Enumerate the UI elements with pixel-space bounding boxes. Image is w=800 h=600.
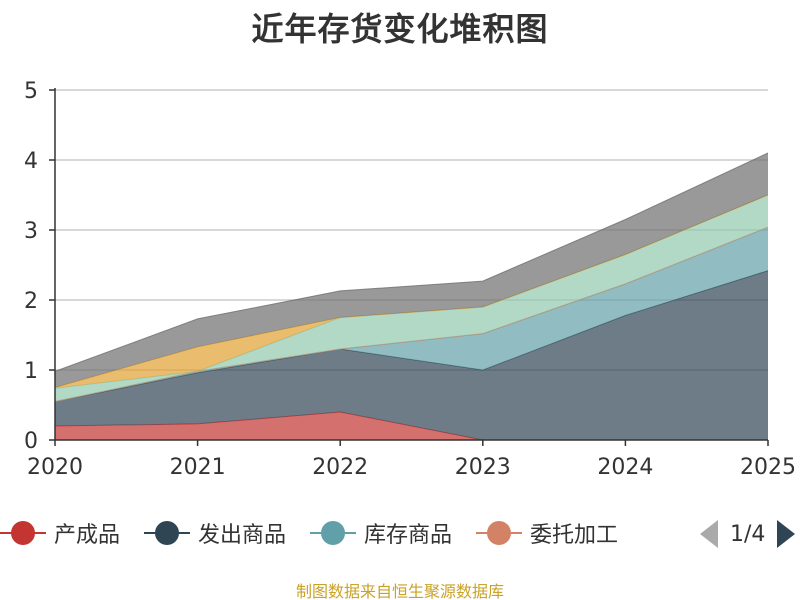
axis-layer: 0 1 2 3 4 5 2020 2021 2022 2023 2024 2025 [24,79,796,480]
area-series-2 [55,227,768,402]
legend-label: 发出商品 [198,523,287,548]
chart-title: 近年存货变化堆积图 [251,10,549,48]
area-line-series-6 [54,152,769,372]
legend-swatch-icon [310,521,357,545]
area-series-6 [55,153,768,388]
legend-label: 委托加工 [530,523,619,548]
legend-label: 库存商品 [364,523,453,548]
y-tick-label-1: 1 [24,359,38,384]
legend-item-1[interactable]: 发出商品 [144,517,286,549]
legend: 产成品 发出商品 库存商品 委托加工 [0,513,642,553]
x-tick-label-4: 2024 [597,455,653,480]
legend-item-0[interactable]: 产成品 [0,517,120,549]
legend-swatch-icon [0,521,46,545]
x-tick-label-2: 2022 [312,455,368,480]
y-tick-label-2: 2 [24,289,38,314]
legend-next-arrow-icon[interactable] [777,520,796,548]
y-tick-label-4: 4 [24,149,38,174]
source-note: 制图数据来自恒生聚源数据库 [295,582,504,600]
x-tick-label-1: 2021 [170,455,226,480]
legend-pager: 1/4 [700,516,796,552]
legend-prev-arrow-icon[interactable] [700,520,718,548]
y-tick-label-5: 5 [24,79,38,104]
x-tick-label-5: 2025 [740,455,796,480]
legend-page-indicator: 1/4 [730,521,766,547]
y-tick-label-3: 3 [24,219,38,244]
x-tick-label-3: 2023 [455,455,511,480]
legend-item-3[interactable]: 委托加工 [476,517,618,549]
area-layer [54,152,769,441]
area-series-1 [55,270,768,440]
y-tick-label-0: 0 [24,429,38,454]
legend-swatch-icon [476,521,523,545]
x-tick-label-0: 2020 [27,455,83,480]
legend-swatch-icon [144,521,191,545]
area-series-4 [55,195,768,402]
legend-label: 产成品 [54,523,121,548]
legend-item-2[interactable]: 库存商品 [310,517,452,549]
